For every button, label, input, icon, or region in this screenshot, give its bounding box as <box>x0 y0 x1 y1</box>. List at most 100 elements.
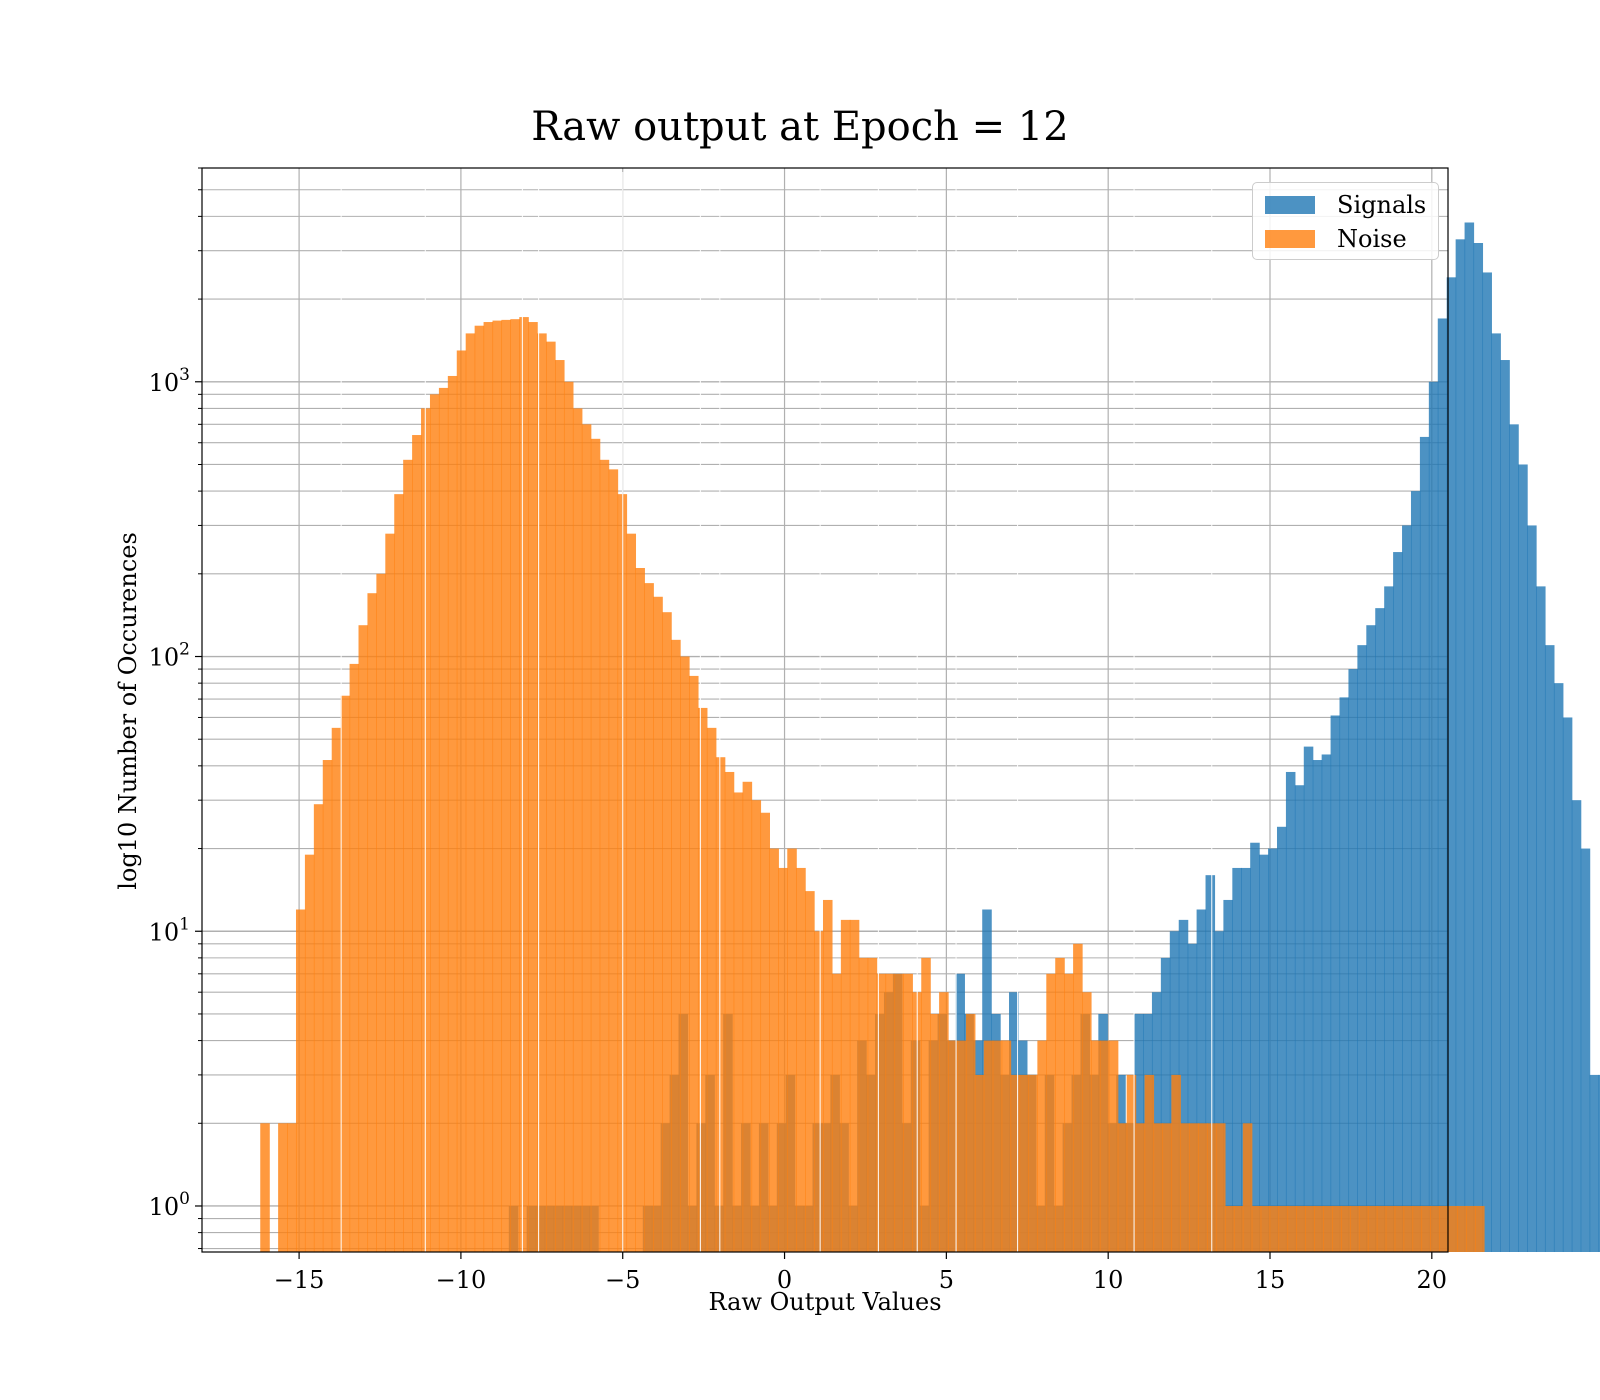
histogram-bar-noise <box>644 583 654 1252</box>
histogram-bar-signals <box>1473 243 1484 1253</box>
histogram-bar-noise <box>876 973 887 1252</box>
histogram-bar-noise <box>1314 1205 1324 1252</box>
legend-entry-signals: Signals <box>1265 191 1426 219</box>
histogram-bar-noise <box>537 333 547 1253</box>
x-tick-label: 15 <box>1255 1266 1286 1294</box>
histogram-bar-noise <box>1090 1040 1101 1252</box>
histogram-bar-noise <box>1144 1074 1155 1252</box>
histogram-bar-signals <box>1410 491 1421 1252</box>
histogram-bar-noise <box>528 322 538 1253</box>
histogram-bar-signals <box>1339 697 1350 1252</box>
histogram-bar-signals <box>1571 800 1582 1252</box>
histogram-bar-noise <box>295 909 306 1252</box>
histogram-bar-signals <box>1437 318 1448 1252</box>
histogram-bar-noise <box>867 957 878 1252</box>
histogram-bar-signals <box>1276 826 1287 1252</box>
histogram-bar-noise <box>1046 973 1056 1252</box>
histogram-bar-noise <box>322 760 333 1252</box>
histogram-bar-noise <box>394 494 404 1252</box>
histogram-bar-noise <box>501 319 511 1253</box>
histogram-bar-noise <box>304 854 315 1252</box>
histogram-bar-noise <box>1064 973 1074 1252</box>
histogram-bar-signals <box>1375 608 1385 1252</box>
histogram-bar-signals <box>1598 1074 1600 1252</box>
histogram-bar-noise <box>1189 1123 1199 1252</box>
histogram-bar-noise <box>555 360 565 1252</box>
histogram-bar-noise <box>1358 1205 1369 1252</box>
histogram-bar-noise <box>992 1040 1003 1252</box>
histogram-bar-signals <box>1482 272 1492 1252</box>
histogram-bar-signals <box>1232 867 1242 1252</box>
x-tick-label: 10 <box>1093 1266 1124 1294</box>
histogram-bar-noise <box>1341 1205 1351 1252</box>
axes-frame <box>201 167 1449 1253</box>
histogram-bar-noise <box>796 867 806 1252</box>
histogram-bar-noise <box>287 1123 297 1252</box>
histogram-bar-noise <box>939 992 949 1252</box>
histogram-bar-signals <box>1285 771 1296 1252</box>
histogram-bar-noise <box>805 891 815 1252</box>
histogram-bar-noise <box>1162 1123 1172 1252</box>
histogram-bar-signals <box>1384 586 1394 1252</box>
histogram-bar-signals <box>1419 436 1430 1252</box>
histogram-bar-noise <box>1242 1123 1253 1252</box>
histogram-bar-noise <box>849 919 860 1252</box>
histogram-bar-noise <box>1135 1123 1146 1252</box>
histogram-bar-signals <box>1160 957 1171 1252</box>
histogram-bar-noise <box>1466 1205 1476 1252</box>
histogram-bar-noise <box>787 848 797 1252</box>
histogram-bar-noise <box>1037 1040 1047 1252</box>
histogram-bar-signals <box>1268 848 1278 1252</box>
y-axis-label: log10 Number of Occurences <box>114 532 142 890</box>
histogram-bar-noise <box>260 1123 270 1252</box>
histogram-bar-noise <box>1278 1205 1289 1252</box>
legend-swatch-signals <box>1265 196 1315 214</box>
histogram-bar-signals <box>1500 360 1510 1252</box>
histogram-bar-noise <box>635 567 645 1252</box>
x-tick-label: 0 <box>777 1266 792 1294</box>
histogram-bar-noise <box>1171 1074 1181 1252</box>
histogram-bar-noise <box>751 800 762 1252</box>
histogram-bar-signals <box>1366 625 1376 1252</box>
histogram-bar-noise <box>1376 1205 1387 1252</box>
histogram-bar-noise <box>412 435 422 1252</box>
histogram-bar-noise <box>697 707 708 1252</box>
histogram-bar-noise <box>715 757 726 1252</box>
histogram-bar-noise <box>778 867 788 1252</box>
histogram-bar-noise <box>519 317 529 1252</box>
histogram-bar-signals <box>1428 381 1439 1252</box>
histogram-bar-signals <box>1446 277 1457 1253</box>
histogram-bar-signals <box>1562 717 1573 1252</box>
histogram-bar-noise <box>438 387 449 1252</box>
histogram-bar-noise <box>1323 1205 1333 1252</box>
histogram-bar-noise <box>706 727 717 1252</box>
histogram-bar-noise <box>278 1123 288 1252</box>
histogram-bar-noise <box>474 325 485 1253</box>
histogram-bar-signals <box>1205 875 1216 1252</box>
histogram-bar-noise <box>662 612 672 1252</box>
histogram-bar-noise <box>1385 1205 1396 1252</box>
histogram-bar-signals <box>1357 645 1367 1252</box>
histogram-bar-noise <box>689 675 699 1252</box>
histogram-bar-noise <box>626 533 637 1252</box>
histogram-bar-noise <box>1224 1205 1235 1252</box>
histogram-bar-signals <box>1294 785 1305 1252</box>
histogram-bar-signals <box>1553 683 1564 1252</box>
histogram-bar-noise <box>814 931 824 1252</box>
histogram-bar-noise <box>1251 1205 1262 1252</box>
histogram-bar-noise <box>671 639 681 1252</box>
histogram-bar-noise <box>1332 1205 1342 1252</box>
histogram-bar-signals <box>1187 943 1198 1252</box>
histogram-bar-noise <box>1269 1205 1280 1252</box>
histogram-bar-noise <box>733 792 744 1252</box>
histogram-bar-noise <box>1430 1205 1440 1252</box>
histogram-bar-noise <box>965 1013 976 1252</box>
histogram-bar-noise <box>1153 1123 1164 1252</box>
x-tick-label: 20 <box>1417 1266 1448 1294</box>
chart-title: Raw output at Epoch = 12 <box>531 104 1069 150</box>
histogram-bar-noise <box>983 1040 994 1252</box>
bin-gap-lines <box>340 172 1213 1252</box>
histogram-bar-signals <box>1223 899 1233 1252</box>
